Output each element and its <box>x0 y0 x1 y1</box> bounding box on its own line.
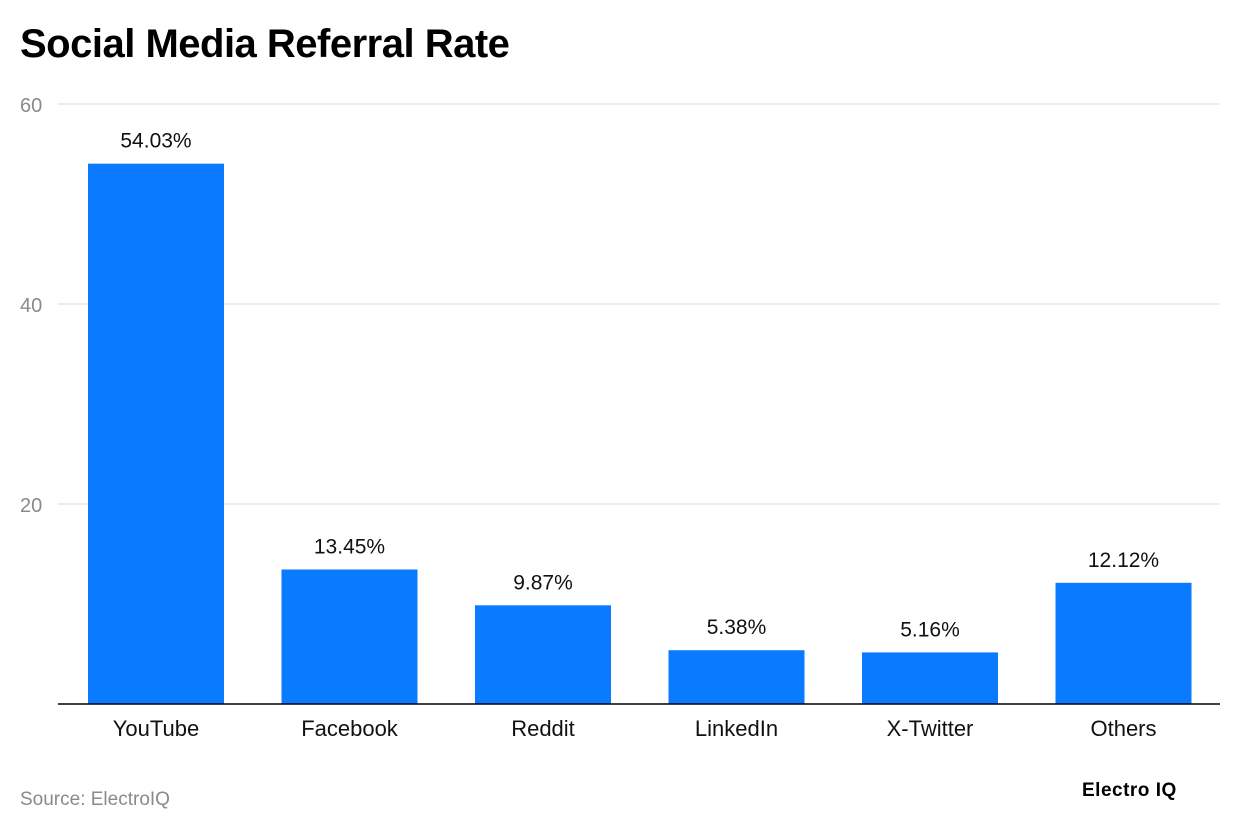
y-tick-label: 20 <box>20 495 42 517</box>
chart-title: Social Media Referral Rate <box>20 22 510 66</box>
value-label: 5.16% <box>900 618 960 641</box>
value-label: 13.45% <box>314 536 385 559</box>
x-tick-label: LinkedIn <box>695 716 778 741</box>
bar-linkedin <box>668 650 805 704</box>
bars <box>88 163 1192 704</box>
value-label: 54.03% <box>120 130 191 153</box>
value-label: 12.12% <box>1088 549 1159 572</box>
labels: 20 40 60 54.03% YouTube 13.45% Facebook 9.87% Re… <box>20 95 1159 741</box>
value-label: 9.87% <box>513 571 573 594</box>
bar-reddit <box>475 605 611 704</box>
x-tick-label: Others <box>1090 716 1156 741</box>
x-tick-label: Reddit <box>511 716 575 741</box>
x-tick-label: Facebook <box>301 716 399 741</box>
y-tick-label: 40 <box>20 295 42 317</box>
bar-youtube <box>88 163 224 704</box>
bar-facebook <box>281 569 418 704</box>
x-tick-label: YouTube <box>113 716 199 741</box>
bar-others <box>1055 582 1192 704</box>
y-tick-label: 60 <box>20 95 42 117</box>
x-tick-label: X-Twitter <box>887 716 974 741</box>
source-note: Source: ElectroIQ <box>20 789 170 810</box>
bar-x-twitter <box>862 652 998 704</box>
gridlines <box>58 103 1220 505</box>
brand-logo: Electro IQ <box>1082 780 1177 801</box>
value-label: 5.38% <box>707 616 767 639</box>
